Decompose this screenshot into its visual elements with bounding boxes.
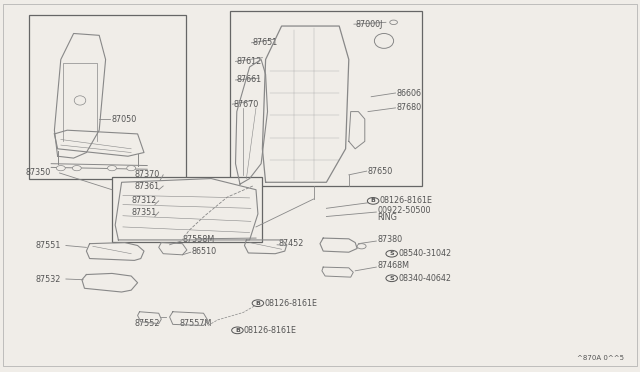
Text: S: S — [389, 276, 394, 281]
Text: 87552: 87552 — [134, 319, 160, 328]
Text: 08126-8161E: 08126-8161E — [264, 299, 317, 308]
Text: 00922-50500: 00922-50500 — [378, 206, 431, 215]
Circle shape — [357, 244, 366, 249]
Text: 08126-8161E: 08126-8161E — [244, 326, 297, 335]
Text: 87350: 87350 — [26, 169, 51, 177]
Text: 87050: 87050 — [112, 115, 137, 124]
Circle shape — [56, 166, 65, 171]
Text: 08540-31042: 08540-31042 — [398, 249, 451, 258]
Circle shape — [252, 300, 264, 307]
Text: 87351: 87351 — [131, 208, 156, 217]
Text: 87557M: 87557M — [179, 319, 212, 328]
Text: 87532: 87532 — [35, 275, 61, 283]
Text: 87670: 87670 — [234, 100, 259, 109]
Text: 87380: 87380 — [378, 235, 403, 244]
Circle shape — [390, 20, 397, 25]
Ellipse shape — [74, 96, 86, 105]
Circle shape — [386, 250, 397, 257]
Text: S: S — [389, 251, 394, 256]
Text: B: B — [371, 198, 376, 203]
Text: 87558M: 87558M — [182, 235, 214, 244]
Bar — [29, 15, 186, 179]
Bar — [112, 177, 262, 242]
Bar — [230, 11, 422, 186]
Text: 08126-8161E: 08126-8161E — [380, 196, 433, 205]
Text: 87361: 87361 — [134, 182, 159, 190]
Circle shape — [127, 166, 136, 171]
Text: 86606: 86606 — [397, 89, 422, 97]
Text: 87651: 87651 — [253, 38, 278, 47]
Text: 08340-40642: 08340-40642 — [398, 274, 451, 283]
Text: 86510: 86510 — [192, 247, 217, 256]
Text: 87312: 87312 — [131, 196, 156, 205]
Text: 87612: 87612 — [237, 57, 262, 66]
Text: 87452: 87452 — [278, 239, 304, 248]
Circle shape — [367, 198, 379, 204]
Text: 87370: 87370 — [134, 170, 159, 179]
Text: RING: RING — [378, 213, 397, 222]
Text: B: B — [255, 301, 260, 306]
Circle shape — [72, 166, 81, 171]
Text: 87551: 87551 — [35, 241, 61, 250]
Text: 87468M: 87468M — [378, 262, 410, 270]
Text: B: B — [235, 328, 240, 333]
Text: 87661: 87661 — [237, 76, 262, 84]
Text: ^870A 0^^5: ^870A 0^^5 — [577, 355, 624, 361]
Text: 87650: 87650 — [368, 167, 393, 176]
Ellipse shape — [374, 33, 394, 48]
Text: 87680: 87680 — [397, 103, 422, 112]
Circle shape — [108, 166, 116, 171]
Circle shape — [232, 327, 243, 334]
Circle shape — [386, 275, 397, 282]
Text: 87000J: 87000J — [355, 20, 383, 29]
